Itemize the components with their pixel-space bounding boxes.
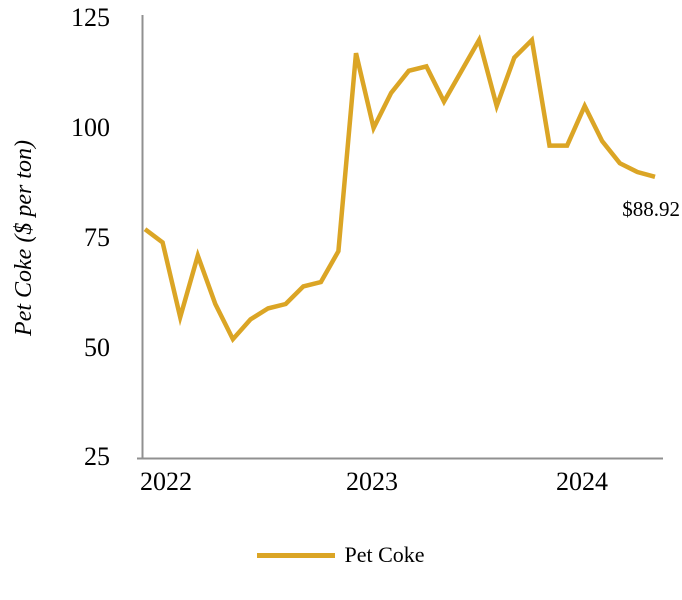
last-point-value-label: $88.92 [622, 197, 680, 221]
y-tick-125: 125 [71, 3, 110, 32]
y-tick-25: 25 [84, 442, 110, 471]
x-tick-2023: 2023 [346, 467, 398, 496]
pet-coke-series-line [143, 34, 656, 344]
x-tick-2024: 2024 [556, 467, 608, 496]
y-tick-100: 100 [71, 113, 110, 142]
legend-line-swatch [257, 552, 336, 558]
y-tick-75: 75 [84, 223, 110, 252]
x-tick-2022: 2022 [140, 467, 192, 496]
legend-series-label: Pet Coke [344, 542, 425, 567]
y-tick-50: 50 [84, 333, 110, 362]
legend: Pet Coke [0, 542, 682, 568]
